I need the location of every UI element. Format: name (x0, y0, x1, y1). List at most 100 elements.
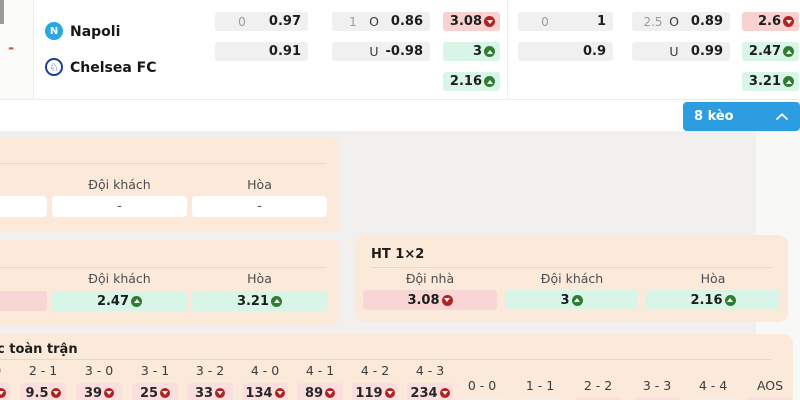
score-odds-chip[interactable] (517, 397, 563, 400)
handicap-home-chip[interactable]: 0 1 (518, 12, 613, 31)
score-odds-chip[interactable] (634, 397, 680, 400)
score-odds-chip[interactable]: 9.5 (20, 383, 66, 400)
x12-away-chip[interactable]: 2.47 (742, 42, 799, 61)
odds-value: 1 (596, 14, 606, 29)
total-line: 2.5 (643, 14, 663, 29)
odds-value: 33 (194, 385, 214, 400)
x12-draw-chip[interactable]: 2.16 (443, 72, 500, 91)
odds-value: 39 (83, 385, 103, 400)
score-label: 4 - 4 (698, 378, 728, 393)
odds-chip[interactable]: - (52, 196, 187, 217)
trend-down-icon (484, 16, 495, 27)
odds-value: 3.08 (407, 292, 440, 308)
odds-chip[interactable]: - (192, 196, 327, 217)
column-header-home: Đội nhà (405, 271, 455, 286)
handicap-line: 0 (541, 14, 549, 29)
odds-value: 3.21 (748, 74, 781, 89)
odds-chip[interactable]: 3 (505, 290, 638, 310)
score-odds-chip[interactable] (690, 397, 736, 400)
x12-away-chip[interactable]: 3 (443, 42, 500, 61)
odds-chip[interactable]: 3.21 (192, 291, 327, 311)
odds-chip-cut[interactable] (0, 196, 47, 217)
odds-chip[interactable]: 2.16 (646, 290, 780, 310)
card-ht-1x2: HT 1×2 Đội nhà Đội khách Hòa 3.08 3 2.16 (355, 235, 788, 322)
score-odds-chip[interactable]: 39 (76, 383, 122, 400)
score-odds-chip[interactable] (575, 397, 621, 400)
score-label: 2 - 2 (583, 378, 613, 393)
trend-down-icon (0, 388, 6, 398)
odds-chip[interactable]: 2.47 (52, 291, 187, 311)
score-odds-chip-cut[interactable] (0, 383, 10, 400)
odds-value: 89 (304, 385, 324, 400)
trend-down-icon (384, 388, 395, 398)
score-odds-chip[interactable]: 119 (352, 383, 398, 400)
trend-up-icon (783, 76, 794, 87)
score-label: 4 - 3 (415, 363, 445, 378)
score-odds-chip[interactable] (747, 397, 793, 400)
score-odds-chip[interactable] (459, 397, 505, 400)
column-header-away: Đội khách (88, 271, 151, 286)
card-title: HT 1×2 (371, 247, 425, 262)
column-header-draw: Hòa (700, 271, 726, 286)
odds-value: - (257, 199, 262, 214)
x12-home-chip[interactable]: 3.08 (443, 12, 500, 31)
handicap-line: 0 (238, 14, 246, 29)
away-team-name: Chelsea FC (70, 60, 157, 76)
score-odds-chip[interactable]: 25 (132, 383, 178, 400)
odds-value: 3.21 (236, 293, 270, 309)
odds-value: 0.9 (582, 44, 606, 59)
left-edge-cut-element (0, 0, 4, 24)
x12-draw-chip[interactable]: 3.21 (742, 72, 799, 91)
trend-up-icon (783, 46, 794, 57)
score-odds-chip[interactable]: 234 (407, 383, 453, 400)
score-odds-chip[interactable]: 89 (297, 383, 343, 400)
score-label: 3 - 0 (84, 363, 114, 378)
handicap-away-chip[interactable]: 0.91 (215, 42, 308, 61)
odds-value: - (117, 199, 122, 214)
odds-chip[interactable]: 3.08 (363, 290, 497, 310)
over-label: O (669, 14, 679, 29)
over-chip[interactable]: 2.5 O 0.89 (632, 12, 730, 31)
card-fulltime-partial: Đội khách Hòa - - (0, 137, 340, 232)
handicap-away-chip[interactable]: 0.9 (518, 42, 613, 61)
trend-up-icon (484, 46, 495, 57)
handicap-home-chip[interactable]: 0 0.97 (215, 12, 308, 31)
card-divider (0, 359, 772, 360)
under-label: U (369, 44, 379, 59)
score-odds-chip[interactable]: 134 (242, 383, 288, 400)
odds-value: 234 (410, 385, 438, 400)
score-label: 3 - 2 (195, 363, 225, 378)
over-chip[interactable]: 1 O 0.86 (332, 12, 430, 31)
under-chip[interactable]: U -0.98 (332, 42, 430, 61)
score-label: AOS (756, 378, 784, 393)
odds-value: 0.99 (690, 44, 723, 59)
over-label: O (369, 14, 379, 29)
odds-value: 3 (472, 44, 482, 59)
under-label: U (669, 44, 679, 59)
odds-value: 2.6 (757, 14, 781, 29)
column-header-draw: Hòa (247, 271, 272, 286)
odds-value: 3 (560, 292, 570, 308)
trend-down-icon (441, 294, 453, 306)
markets-divider (507, 0, 508, 99)
score-label: 4 - 0 (250, 363, 280, 378)
score-label: 3 - 3 (642, 378, 672, 393)
match-status-dash: - (8, 39, 15, 57)
x12-home-chip[interactable]: 2.6 (742, 12, 799, 31)
total-line: 1 (349, 14, 357, 29)
trend-up-icon (131, 295, 143, 307)
trend-down-icon (783, 16, 794, 27)
keo-expander-button[interactable]: 8 kèo (683, 102, 800, 131)
keo-count-label: 8 kèo (694, 109, 734, 124)
trend-up-icon (271, 295, 283, 307)
odds-value: 25 (139, 385, 159, 400)
trend-up-icon (484, 76, 495, 87)
odds-chip-cut[interactable] (0, 291, 47, 311)
odds-value: -0.98 (385, 44, 423, 59)
card-correct-score: c toàn trận 2 - 0 2 - 1 3 - 0 3 - 1 3 - … (0, 334, 793, 400)
odds-value: 3.08 (449, 14, 482, 29)
trend-down-icon (274, 388, 285, 398)
score-odds-chip[interactable]: 33 (187, 383, 233, 400)
under-chip[interactable]: U 0.99 (632, 42, 730, 61)
